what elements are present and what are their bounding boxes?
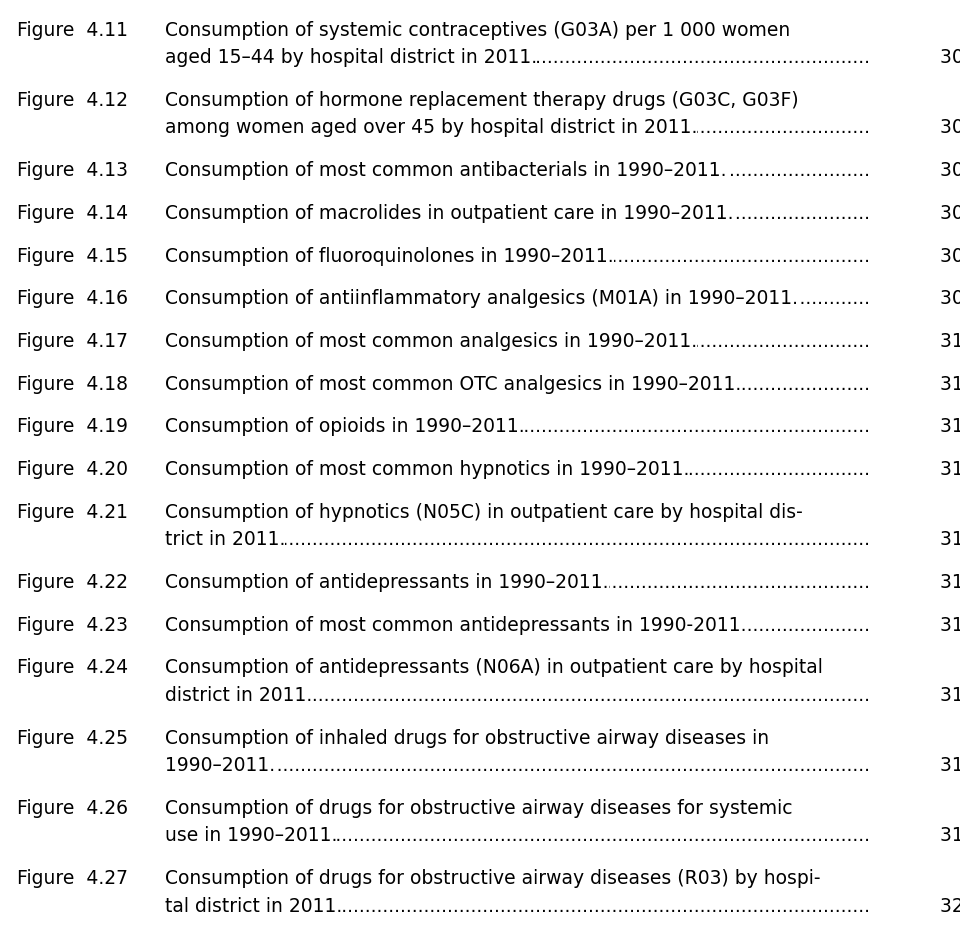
Text: Consumption of antidepressants (N06A) in outpatient care by hospital: Consumption of antidepressants (N06A) in… (165, 659, 823, 678)
Text: Figure  4.27: Figure 4.27 (17, 869, 129, 888)
Text: Consumption of antidepressants in 1990–2011.: Consumption of antidepressants in 1990–2… (165, 573, 609, 592)
Text: Figure  4.21: Figure 4.21 (17, 502, 129, 521)
Text: Consumption of macrolides in outpatient care in 1990–2011.: Consumption of macrolides in outpatient … (165, 204, 733, 223)
Text: Consumption of systemic contraceptives (G03A) per 1 000 women: Consumption of systemic contraceptives (… (165, 21, 790, 40)
Text: 314: 314 (934, 530, 960, 550)
Text: trict in 2011.: trict in 2011. (165, 530, 285, 550)
Text: 304: 304 (934, 48, 960, 67)
Text: ................................................................................: ........................................… (165, 826, 870, 845)
Text: Consumption of most common OTC analgesics in 1990–2011.: Consumption of most common OTC analgesic… (165, 375, 741, 393)
Text: Consumption of antiinflammatory analgesics (M01A) in 1990–2011.: Consumption of antiinflammatory analgesi… (165, 289, 798, 309)
Text: 310: 310 (934, 332, 960, 351)
Text: Figure  4.16: Figure 4.16 (17, 289, 129, 309)
Text: 317: 317 (934, 686, 960, 705)
Text: ................................................................................: ........................................… (165, 48, 870, 67)
Text: Figure  4.14: Figure 4.14 (17, 204, 129, 223)
Text: 1990–2011.: 1990–2011. (165, 756, 276, 775)
Text: Figure  4.26: Figure 4.26 (17, 799, 129, 818)
Text: 307: 307 (934, 204, 960, 223)
Text: Figure  4.18: Figure 4.18 (17, 375, 129, 393)
Text: Figure  4.13: Figure 4.13 (17, 161, 129, 180)
Text: Consumption of opioids in 1990–2011.: Consumption of opioids in 1990–2011. (165, 417, 525, 437)
Text: ................................................................................: ........................................… (165, 247, 870, 265)
Text: ................................................................................: ........................................… (165, 897, 870, 916)
Text: Figure  4.24: Figure 4.24 (17, 659, 129, 678)
Text: Figure  4.17: Figure 4.17 (17, 332, 129, 351)
Text: ................................................................................: ........................................… (165, 332, 870, 351)
Text: Figure  4.22: Figure 4.22 (17, 573, 129, 592)
Text: Consumption of most common hypnotics in 1990–2011.: Consumption of most common hypnotics in … (165, 460, 689, 479)
Text: Figure  4.25: Figure 4.25 (17, 728, 129, 747)
Text: Consumption of drugs for obstructive airway diseases (R03) by hospi-: Consumption of drugs for obstructive air… (165, 869, 821, 888)
Text: Consumption of most common antibacterials in 1990–2011.: Consumption of most common antibacterial… (165, 161, 727, 180)
Text: Consumption of inhaled drugs for obstructive airway diseases in: Consumption of inhaled drugs for obstruc… (165, 728, 769, 747)
Text: ................................................................................: ........................................… (165, 375, 870, 393)
Text: Consumption of drugs for obstructive airway diseases for systemic: Consumption of drugs for obstructive air… (165, 799, 793, 818)
Text: ................................................................................: ........................................… (165, 573, 870, 592)
Text: Figure  4.15: Figure 4.15 (17, 247, 129, 265)
Text: Figure  4.20: Figure 4.20 (17, 460, 129, 479)
Text: ................................................................................: ........................................… (165, 615, 870, 634)
Text: Figure  4.12: Figure 4.12 (17, 91, 129, 110)
Text: aged 15–44 by hospital district in 2011.: aged 15–44 by hospital district in 2011. (165, 48, 538, 67)
Text: ................................................................................: ........................................… (165, 417, 870, 437)
Text: ................................................................................: ........................................… (165, 756, 870, 775)
Text: among women aged over 45 by hospital district in 2011.: among women aged over 45 by hospital dis… (165, 119, 698, 137)
Text: ................................................................................: ........................................… (165, 119, 870, 137)
Text: Consumption of most common analgesics in 1990–2011.: Consumption of most common analgesics in… (165, 332, 697, 351)
Text: 309: 309 (934, 289, 960, 309)
Text: 311: 311 (934, 375, 960, 393)
Text: Figure  4.19: Figure 4.19 (17, 417, 129, 437)
Text: Consumption of fluoroquinolones in 1990–2011.: Consumption of fluoroquinolones in 1990–… (165, 247, 613, 265)
Text: 313: 313 (934, 460, 960, 479)
Text: ................................................................................: ........................................… (165, 161, 870, 180)
Text: ................................................................................: ........................................… (165, 686, 870, 705)
Text: Consumption of most common antidepressants in 1990-2011.: Consumption of most common antidepressan… (165, 615, 747, 634)
Text: Consumption of hormone replacement therapy drugs (G03C, G03F): Consumption of hormone replacement thera… (165, 91, 799, 110)
Text: Figure  4.11: Figure 4.11 (17, 21, 129, 40)
Text: 308: 308 (934, 247, 960, 265)
Text: district in 2011.: district in 2011. (165, 686, 312, 705)
Text: 315: 315 (934, 573, 960, 592)
Text: ................................................................................: ........................................… (165, 204, 870, 223)
Text: ................................................................................: ........................................… (165, 530, 870, 550)
Text: Consumption of hypnotics (N05C) in outpatient care by hospital dis-: Consumption of hypnotics (N05C) in outpa… (165, 502, 803, 521)
Text: 312: 312 (934, 417, 960, 437)
Text: 305: 305 (934, 119, 960, 137)
Text: 316: 316 (934, 615, 960, 634)
Text: ................................................................................: ........................................… (165, 460, 870, 479)
Text: 320: 320 (934, 897, 960, 916)
Text: use in 1990–2011.: use in 1990–2011. (165, 826, 338, 845)
Text: tal district in 2011.: tal district in 2011. (165, 897, 343, 916)
Text: 319: 319 (934, 826, 960, 845)
Text: ................................................................................: ........................................… (165, 289, 870, 309)
Text: 318: 318 (934, 756, 960, 775)
Text: 306: 306 (934, 161, 960, 180)
Text: Figure  4.23: Figure 4.23 (17, 615, 129, 634)
